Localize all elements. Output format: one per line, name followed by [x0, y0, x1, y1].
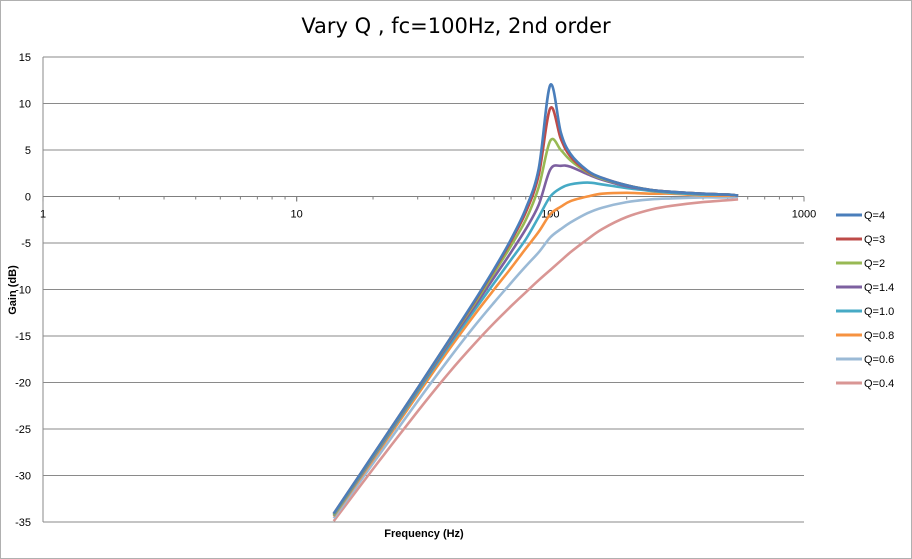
y-tick-label: 5 — [25, 145, 31, 157]
y-tick-label: -5 — [21, 238, 31, 250]
gridlines — [43, 56, 804, 523]
y-tick-label: 0 — [25, 192, 31, 204]
series-line-Q3 — [332, 106, 739, 515]
legend-label: Q=3 — [864, 234, 885, 246]
y-tick-label: 10 — [19, 99, 31, 111]
y-tick-label: -25 — [15, 424, 31, 436]
y-tick-label: -35 — [15, 517, 31, 529]
x-axis-label: Frequency (Hz) — [384, 528, 464, 540]
y-tick-label: -20 — [15, 378, 31, 390]
legend-label: Q=0.6 — [864, 354, 894, 366]
series-line-Q4 — [332, 83, 739, 515]
series-lines — [332, 83, 739, 522]
legend-label: Q=4 — [864, 210, 885, 222]
legend-label: Q=1.4 — [864, 282, 894, 294]
y-tick-label: 15 — [19, 52, 31, 64]
series-line-Q1_0 — [332, 181, 739, 517]
legend-label: Q=2 — [864, 258, 885, 270]
y-tick-label: -30 — [15, 471, 31, 483]
x-tick-label: 1 — [40, 209, 46, 221]
y-axis-label: Gain (dB) — [7, 265, 19, 315]
series-line-Q0_4 — [332, 198, 739, 522]
y-tick-label: -15 — [15, 331, 31, 343]
legend: Q=4 Q=3 Q=2 Q=1.4 Q=1.0 Q=0.8 Q=0.6 Q=0.4 — [836, 210, 894, 390]
x-tick-label: 1000 — [792, 209, 816, 221]
x-tick-label: 10 — [291, 209, 303, 221]
chart-title: Vary Q , fc=100Hz, 2nd order — [301, 14, 611, 38]
legend-label: Q=1.0 — [864, 306, 894, 318]
series-line-Q0_8 — [332, 191, 739, 518]
legend-label: Q=0.8 — [864, 330, 894, 342]
legend-label: Q=0.4 — [864, 378, 894, 390]
series-line-Q1_4 — [332, 164, 739, 516]
series-line-Q0_6 — [332, 195, 739, 520]
y-tick-label: -10 — [15, 285, 31, 297]
